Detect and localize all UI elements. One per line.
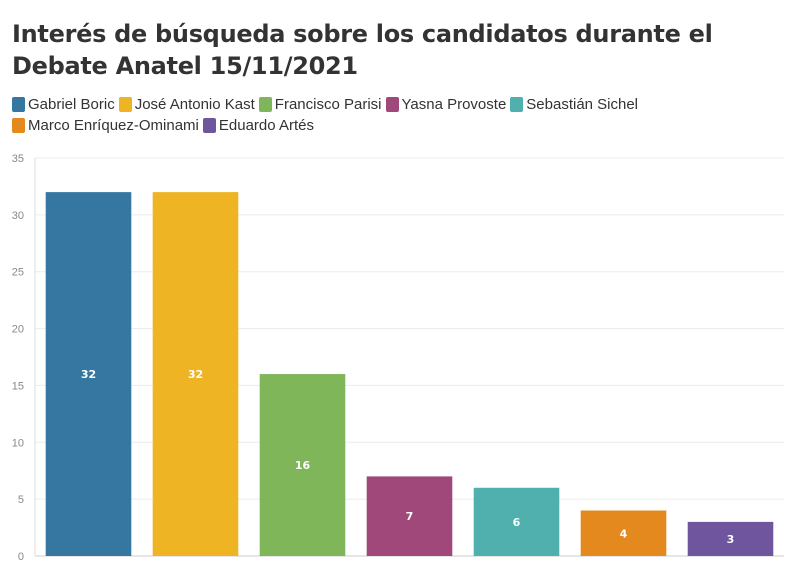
legend-item[interactable]: Gabriel Boric [12, 95, 115, 113]
y-tick-label: 25 [12, 267, 24, 279]
legend-swatch [258, 96, 272, 112]
bar [580, 510, 667, 556]
data-label: 32 [81, 368, 96, 381]
legend-label: Gabriel Boric [28, 95, 115, 113]
chart-title: Interés de búsqueda sobre los candidatos… [12, 20, 713, 80]
bar [687, 521, 774, 556]
y-tick-label: 15 [12, 380, 24, 392]
bar [45, 192, 132, 556]
y-tick-label: 10 [12, 437, 24, 449]
bar [259, 374, 346, 556]
data-label: 6 [513, 516, 521, 529]
data-label: 7 [406, 510, 414, 523]
legend-swatch [118, 96, 132, 112]
data-label: 32 [188, 368, 203, 381]
bar [152, 192, 239, 556]
legend-swatch [510, 96, 524, 112]
y-tick-label: 30 [12, 210, 24, 222]
y-tick-label: 20 [12, 324, 24, 336]
y-tick-label: 5 [18, 494, 24, 506]
data-label: 16 [295, 459, 311, 472]
legend-item[interactable]: Eduardo Artés [202, 116, 314, 134]
legend-swatch [12, 117, 25, 133]
legend-item[interactable]: Sebastián Sichel [510, 95, 639, 113]
legend-label: Yasna Provoste [401, 95, 507, 113]
legend-swatch [385, 96, 399, 112]
legend-item[interactable]: Yasna Provoste [385, 95, 507, 113]
bar [473, 487, 560, 556]
legend-swatch [202, 117, 216, 133]
legend-label: Eduardo Artés [218, 116, 314, 134]
legend-swatch [12, 96, 25, 112]
y-tick-label: 35 [12, 153, 24, 165]
y-tick-label: 0 [18, 551, 24, 563]
data-label: 3 [727, 533, 735, 546]
legend-label: Francisco Parisi [274, 95, 382, 113]
bar [366, 476, 453, 556]
legend-label: Marco Enríquez-Ominami [28, 116, 199, 134]
data-label: 4 [620, 527, 628, 540]
legend: Gabriel Boric José Antonio Kast Francisco … [12, 95, 712, 134]
legend-item[interactable]: José Antonio Kast [118, 95, 255, 113]
legend-item[interactable]: Marco Enríquez-Ominami [12, 116, 199, 134]
legend-item[interactable]: Francisco Parisi [258, 95, 382, 113]
legend-label: José Antonio Kast [134, 95, 255, 113]
legend-label: Sebastián Sichel [526, 95, 639, 113]
